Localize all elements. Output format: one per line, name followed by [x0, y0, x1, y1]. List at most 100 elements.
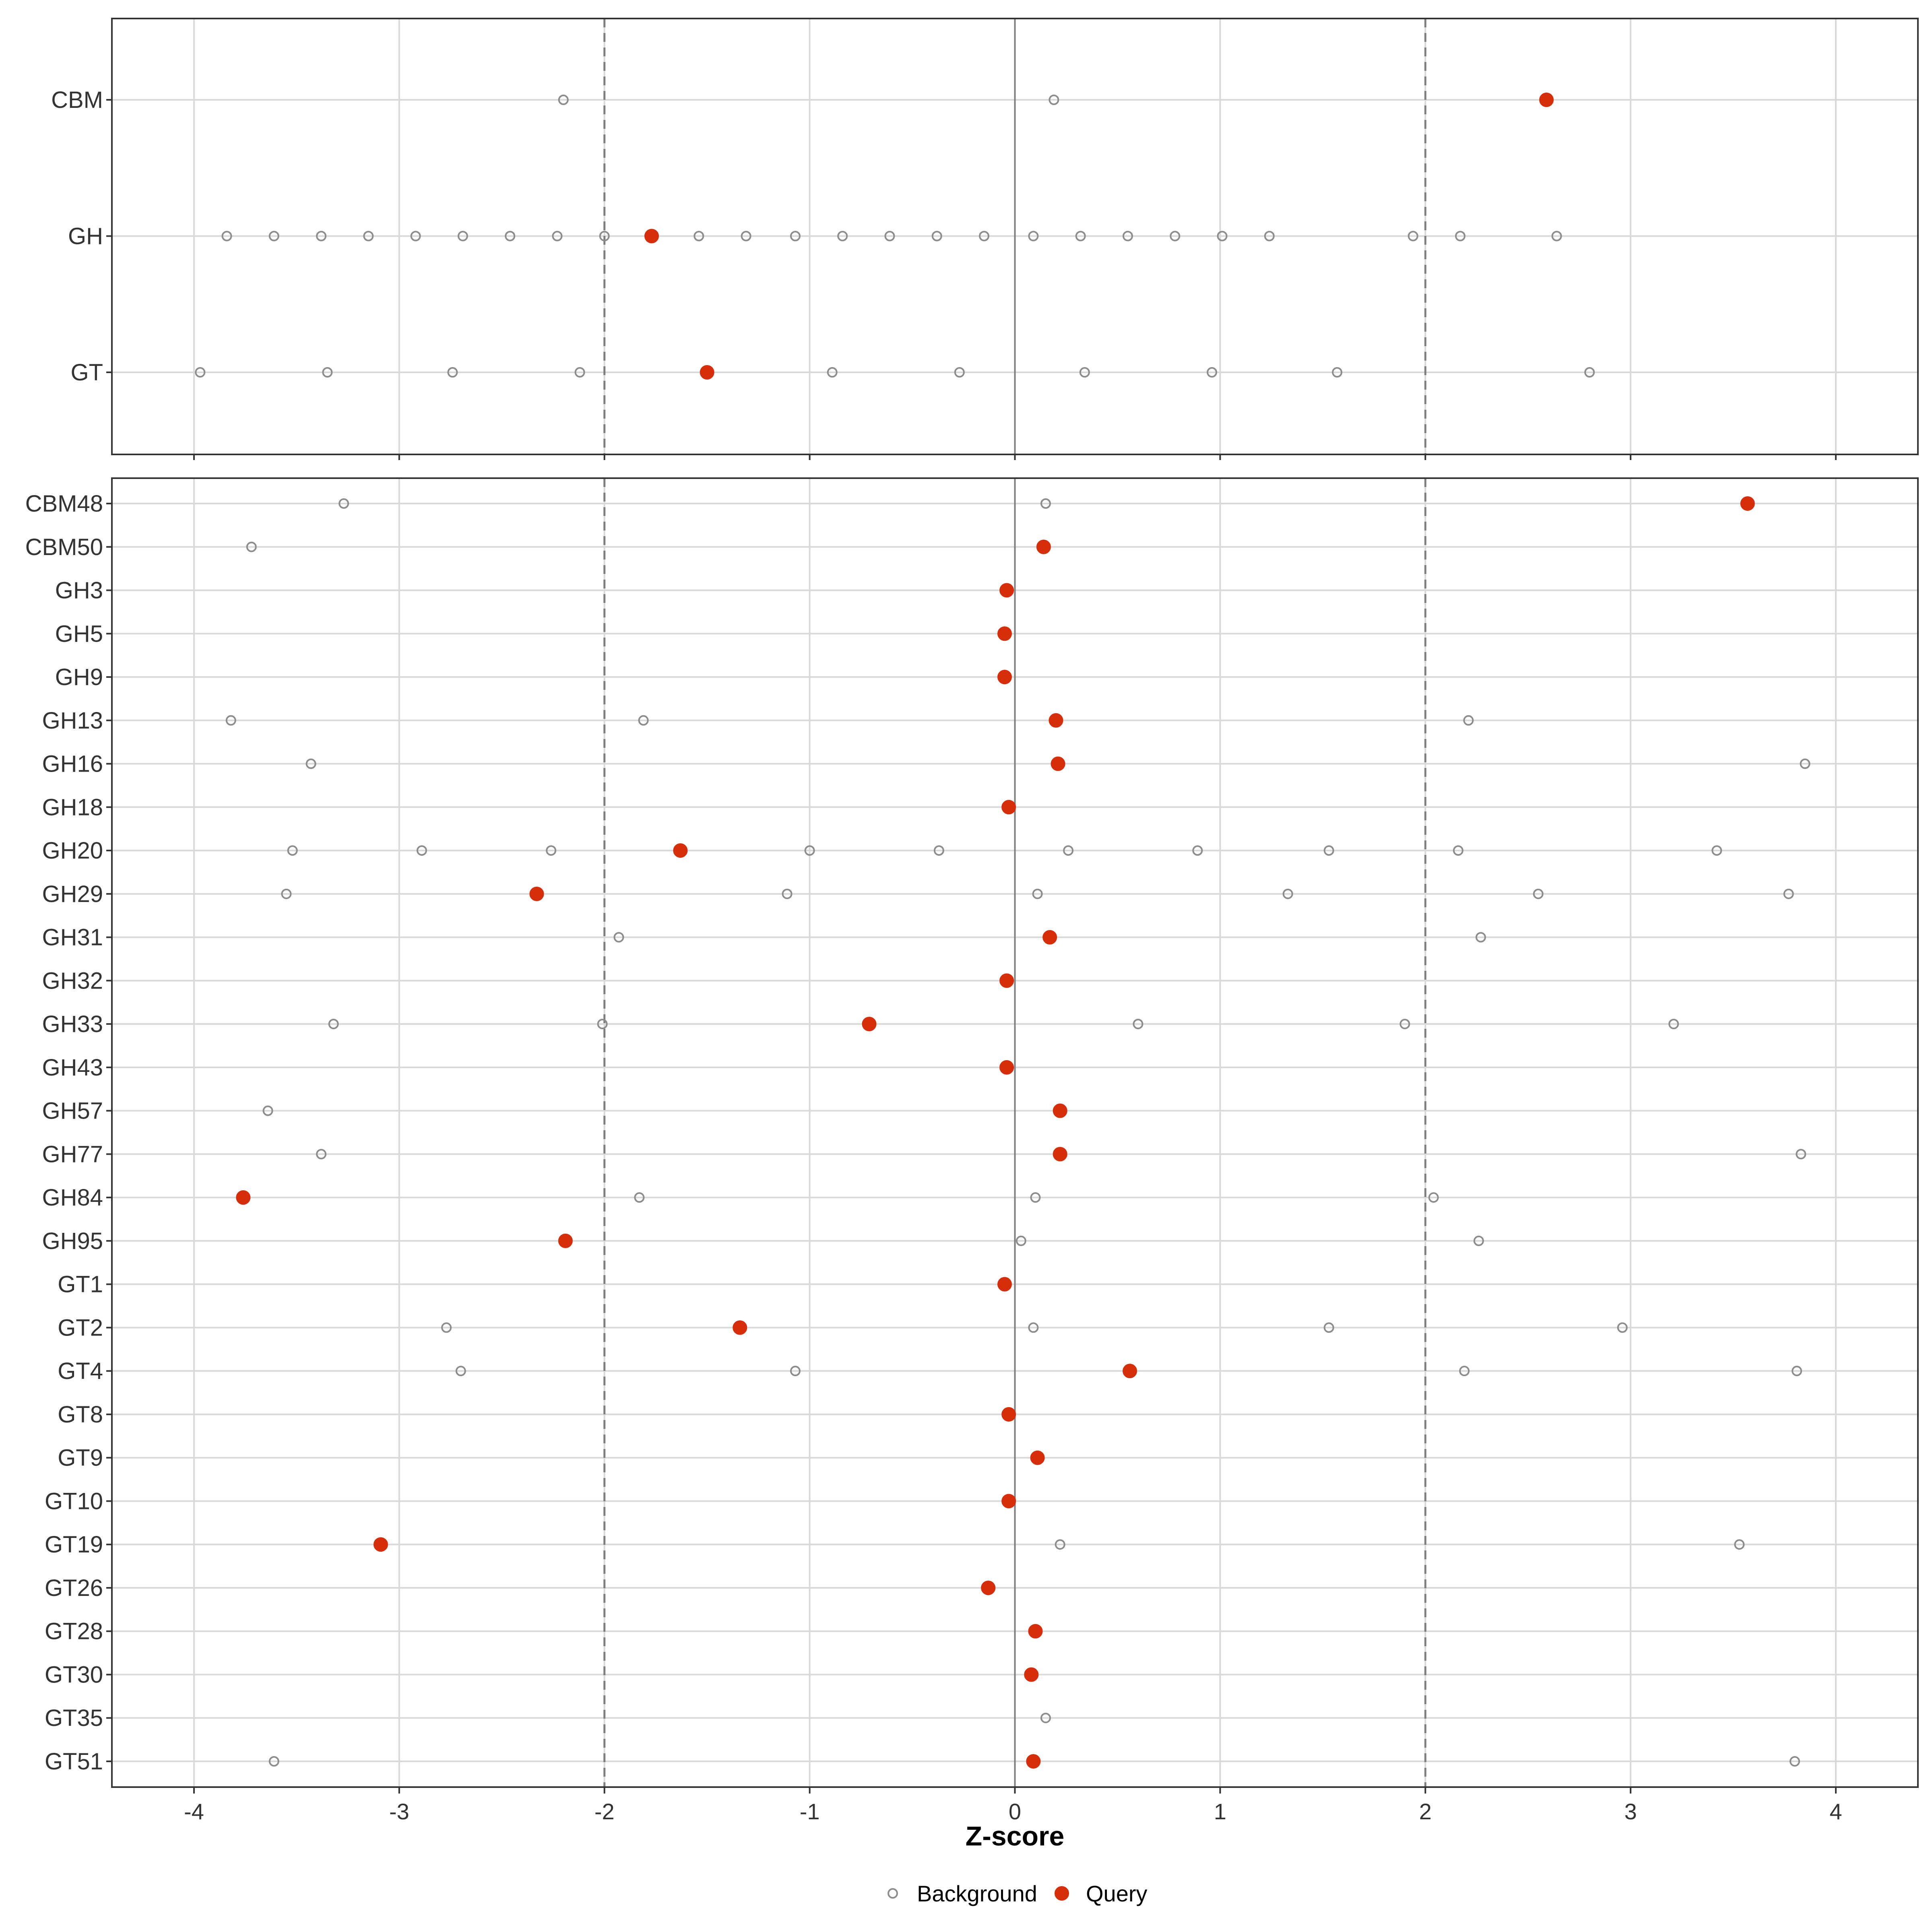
query-point — [997, 626, 1012, 641]
query-point — [1053, 1103, 1067, 1118]
category-label: GT — [70, 359, 103, 386]
query-point — [997, 670, 1012, 685]
background-point — [599, 231, 610, 242]
background-point — [1711, 845, 1722, 856]
background-point — [933, 845, 944, 856]
background-point — [455, 1366, 466, 1377]
background-point — [931, 231, 942, 242]
category-label: GT35 — [45, 1705, 103, 1731]
legend-background-symbol — [888, 1888, 898, 1899]
background-point — [287, 845, 298, 856]
legend-query-label: Query — [1086, 1881, 1148, 1906]
category-label: CBM48 — [25, 491, 103, 517]
background-point — [1040, 1713, 1051, 1724]
x-tick-label: 0 — [1009, 1799, 1021, 1824]
background-point — [363, 231, 374, 242]
background-point — [268, 1756, 279, 1767]
background-point — [262, 1105, 273, 1116]
background-point — [546, 845, 557, 856]
background-point — [1332, 367, 1343, 378]
background-point — [837, 231, 848, 242]
query-point — [373, 1537, 388, 1552]
background-point — [1796, 1149, 1806, 1160]
background-point — [1040, 498, 1051, 509]
background-point — [281, 888, 292, 899]
background-point — [316, 1149, 327, 1160]
category-label: GT9 — [58, 1445, 103, 1471]
category-label: GT26 — [45, 1575, 103, 1601]
background-point — [1533, 888, 1544, 899]
query-point — [1049, 713, 1063, 728]
background-point — [225, 715, 236, 726]
category-label: GH95 — [42, 1228, 103, 1254]
top-panel: CBM GH GT — [51, 18, 1919, 460]
background-point — [1800, 758, 1810, 769]
background-point — [1028, 231, 1039, 242]
background-point — [613, 932, 624, 943]
background-point — [339, 498, 349, 509]
background-point — [558, 95, 569, 105]
background-point — [410, 231, 421, 242]
category-label: GH29 — [42, 881, 103, 907]
background-point — [1783, 888, 1794, 899]
category-label: GH9 — [55, 664, 103, 690]
query-point — [236, 1190, 251, 1205]
background-point — [1030, 1192, 1041, 1203]
background-point — [1408, 231, 1418, 242]
background-point — [1055, 1539, 1065, 1550]
query-point — [1001, 1494, 1016, 1509]
background-point — [1734, 1539, 1745, 1550]
query-point — [733, 1320, 747, 1335]
category-label: GT10 — [45, 1488, 103, 1514]
x-tick-label: 1 — [1214, 1799, 1226, 1824]
category-label: GH57 — [42, 1098, 103, 1124]
background-point — [457, 231, 468, 242]
x-tick-label: -4 — [184, 1799, 204, 1824]
background-point — [694, 231, 704, 242]
query-point — [1026, 1754, 1041, 1769]
background-point — [1206, 367, 1217, 378]
background-point — [1075, 231, 1086, 242]
background-point — [1192, 845, 1203, 856]
background-point — [322, 367, 333, 378]
query-point — [1036, 539, 1051, 554]
query-point — [558, 1233, 573, 1248]
background-point — [1584, 367, 1595, 378]
background-point — [979, 231, 990, 242]
background-point — [1428, 1192, 1439, 1203]
query-point — [700, 365, 714, 380]
category-label: GH16 — [42, 751, 103, 777]
category-label: GT19 — [45, 1532, 103, 1558]
background-point — [441, 1322, 452, 1333]
background-point — [1122, 231, 1133, 242]
x-tick-label: 4 — [1829, 1799, 1842, 1824]
category-label: GH32 — [42, 968, 103, 994]
background-point — [827, 367, 838, 378]
category-label: GT30 — [45, 1662, 103, 1688]
background-point — [1473, 1235, 1484, 1246]
background-point — [1133, 1019, 1144, 1030]
x-tick-label: -1 — [800, 1799, 820, 1824]
x-tick-label: -3 — [389, 1799, 409, 1824]
query-point — [862, 1017, 877, 1032]
query-point — [999, 583, 1014, 598]
background-point — [1049, 95, 1059, 105]
category-label: GT8 — [58, 1402, 103, 1428]
background-point — [316, 231, 327, 242]
category-label: GH20 — [42, 838, 103, 864]
category-label: CBM — [51, 87, 103, 113]
background-point — [741, 231, 751, 242]
legend: Background Query — [888, 1881, 1148, 1906]
background-point — [638, 715, 649, 726]
background-point — [1217, 231, 1228, 242]
background-point — [1790, 1756, 1800, 1767]
query-point — [1539, 93, 1554, 107]
category-label: GH31 — [42, 925, 103, 951]
background-point — [328, 1019, 339, 1030]
category-label: GH33 — [42, 1011, 103, 1037]
query-point — [1051, 756, 1065, 771]
query-point — [1053, 1147, 1067, 1162]
x-axis-title: Z-score — [966, 1821, 1065, 1852]
